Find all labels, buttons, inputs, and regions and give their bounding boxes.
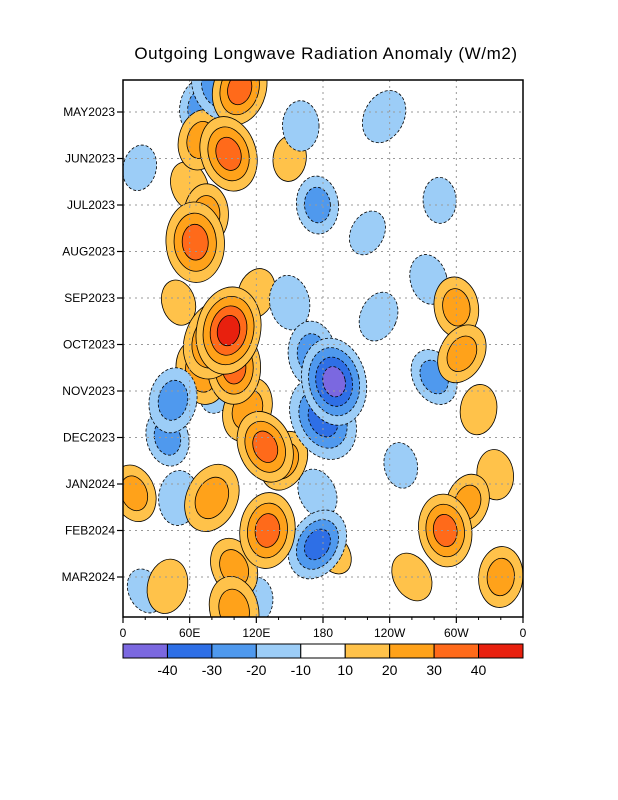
y-tick-label: NOV2023: [62, 384, 115, 398]
anomaly-contour: [362, 90, 407, 144]
anomaly-contour: [227, 80, 253, 106]
y-tick-label: DEC2023: [63, 431, 115, 445]
anomaly-blob: [349, 210, 386, 256]
x-axis: 0 60E 120E 180 120W 60W 0: [120, 617, 527, 640]
chart-title: Outgoing Longwave Radiation Anomaly (W/m…: [134, 44, 518, 63]
anomaly-blob: [295, 175, 339, 235]
colorbar-swatch: [300, 643, 346, 659]
anomaly-contour: [442, 288, 471, 327]
anomaly-blob: [362, 90, 407, 144]
anomaly-blob: [236, 411, 294, 483]
anomaly-contour: [432, 513, 458, 548]
anomaly-blob: [478, 546, 523, 608]
anomaly-blob: [195, 286, 262, 375]
colorbar: -40 -30 -20 -10 10 20 30 40: [122, 643, 524, 678]
colorbar-label: -10: [291, 662, 311, 678]
colorbar-label: -20: [246, 662, 266, 678]
anomaly-contour: [349, 210, 386, 256]
colorbar-swatch: [389, 643, 435, 659]
y-tick-label: OCT2023: [63, 338, 115, 352]
anomaly-blob: [297, 468, 338, 518]
colorbar-swatch: [344, 643, 391, 659]
anomaly-contour: [123, 475, 149, 512]
anomaly-blob: [199, 116, 258, 192]
anomaly-contour: [218, 588, 250, 617]
y-tick-label: AUG2023: [62, 245, 115, 259]
x-tick-label: 120W: [374, 626, 406, 640]
anomaly-contour: [215, 136, 242, 171]
colorbar-swatch: [433, 643, 480, 659]
colorbar-swatch: [122, 643, 168, 659]
colorbar-swatch: [166, 643, 213, 659]
anomaly-blob: [184, 463, 240, 532]
colorbar-label: 20: [382, 662, 398, 678]
grid-lines: [123, 80, 523, 617]
anomaly-blob: [433, 276, 480, 339]
anomaly-contour: [160, 279, 197, 326]
colorbar-label: 10: [337, 662, 353, 678]
y-axis: MAY2023 JUN2023 JUL2023 AUG2023 SEP2023 OCT20…: [62, 105, 123, 584]
anomaly-blob: [160, 279, 197, 326]
anomaly-blob: [146, 558, 189, 614]
anomaly-blob: [383, 442, 419, 489]
y-tick-label: MAY2023: [63, 105, 115, 119]
y-tick-label: FEB2024: [65, 524, 115, 538]
colorbar-label: 30: [426, 662, 442, 678]
anomaly-blob: [269, 274, 311, 331]
anomaly-field: [123, 80, 523, 617]
x-tick-label: 180: [313, 626, 333, 640]
anomaly-contour: [252, 430, 279, 463]
colorbar-label: 40: [471, 662, 487, 678]
colorbar-swatch: [478, 643, 524, 659]
anomaly-blob: [358, 291, 399, 342]
anomaly-blob: [287, 509, 348, 580]
anomaly-contour: [157, 379, 189, 421]
x-tick-label: 60E: [179, 626, 200, 640]
colorbar-swatch: [255, 643, 302, 659]
anomaly-blob: [211, 80, 268, 126]
anomaly-contour: [297, 468, 338, 518]
colorbar-swatch: [211, 643, 257, 659]
x-tick-label: 0: [120, 626, 127, 640]
anomaly-contour: [322, 366, 346, 398]
anomaly-contour: [216, 314, 241, 347]
anomaly-blob: [301, 337, 368, 426]
colorbar-label: -40: [157, 662, 177, 678]
x-tick-label: 0: [520, 626, 527, 640]
anomaly-blob: [282, 100, 320, 152]
anomaly-contour: [459, 384, 498, 436]
anomaly-contour: [358, 291, 399, 342]
anomaly-contour: [383, 442, 419, 489]
y-tick-label: JUN2023: [65, 152, 115, 166]
x-tick-label: 60W: [444, 626, 469, 640]
anomaly-blob: [459, 384, 498, 436]
anomaly-contour: [282, 100, 320, 152]
x-tick-label: 120E: [242, 626, 270, 640]
anomaly-blob: [422, 176, 457, 224]
y-tick-label: JUL2023: [67, 198, 115, 212]
y-tick-label: SEP2023: [64, 291, 115, 305]
anomaly-contour: [304, 186, 331, 224]
anomaly-blob: [148, 367, 198, 434]
anomaly-contour: [146, 558, 189, 614]
colorbar-label: -30: [202, 662, 222, 678]
anomaly-contour: [269, 274, 311, 331]
anomaly-contour: [422, 176, 457, 224]
anomaly-blob: [418, 493, 473, 568]
y-tick-label: JAN2024: [66, 477, 116, 491]
anomaly-contour: [304, 528, 331, 561]
anomaly-contour: [486, 557, 515, 597]
anomaly-contour: [194, 476, 230, 520]
y-tick-label: MAR2024: [62, 570, 116, 584]
